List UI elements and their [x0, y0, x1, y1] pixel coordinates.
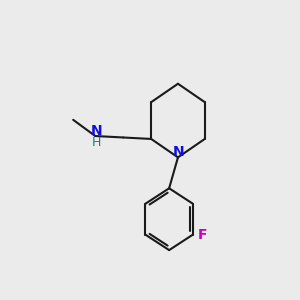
Text: F: F	[198, 228, 208, 242]
Text: N: N	[90, 124, 102, 138]
Text: H: H	[92, 136, 101, 149]
Text: N: N	[173, 145, 184, 159]
